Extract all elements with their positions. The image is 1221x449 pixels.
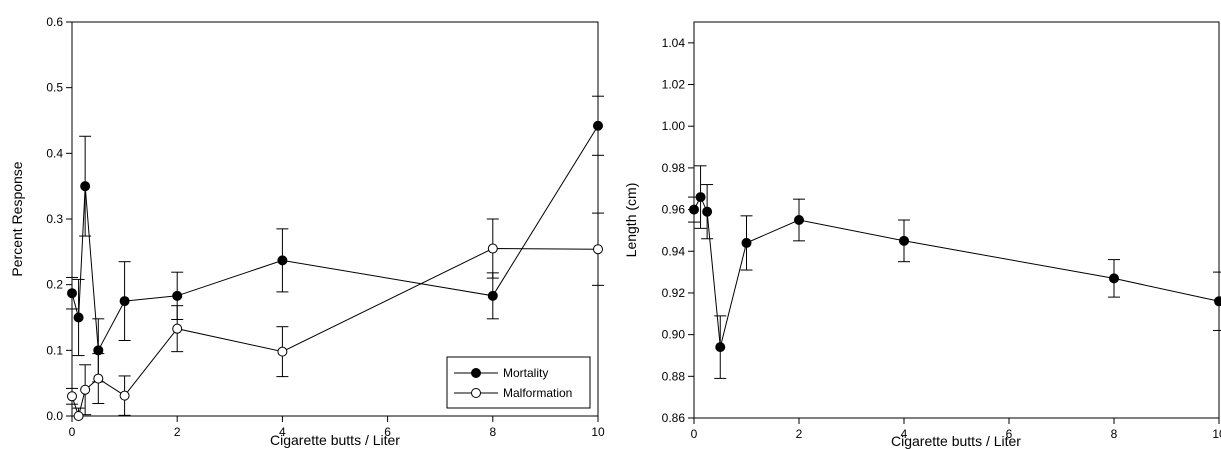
x-tick-label: 8: [1111, 427, 1118, 441]
point-mortality: [593, 120, 603, 131]
x-tick-label: 10: [1212, 427, 1221, 441]
x-tick-label: 0: [69, 425, 76, 439]
legend-label-mortality: Mortality: [503, 366, 548, 380]
x-tick-label: 6: [384, 425, 391, 439]
y-tick-label: 0.5: [46, 81, 63, 95]
legend-marker-mortality: [471, 368, 481, 378]
point-mortality: [172, 290, 183, 301]
series-line-mortality: [71, 125, 599, 353]
point-series-0: [741, 237, 752, 248]
legend-label-malformation: Malformation: [503, 386, 572, 400]
x-tick-label: 4: [279, 425, 286, 439]
point-series-0: [1109, 273, 1119, 284]
y-tick-label: 1.04: [662, 36, 686, 50]
legend-marker-malformation: [471, 388, 481, 398]
x-tick-label: 4: [901, 427, 908, 441]
point-malformation: [80, 384, 91, 395]
y-tick-label: 0.1: [46, 343, 63, 357]
y-axis-title: Length (cm): [623, 183, 639, 258]
x-tick-label: 2: [174, 425, 181, 439]
x-axis: 0 2 4 6 8 10: [691, 418, 1221, 441]
point-mortality: [73, 312, 84, 323]
point-mortality: [93, 345, 104, 356]
point-malformation: [487, 243, 498, 254]
x-tick-label: 0: [691, 427, 698, 441]
mortality-malformation-chart: 0.0 0.1 0.2 0.3 0.4 0.5 0.6 0 2 4 6 8 10 Cigarette …: [9, 15, 605, 448]
point-mortality: [119, 296, 130, 307]
y-tick-label: 0.4: [46, 146, 63, 160]
point-series-0: [794, 215, 804, 225]
y-tick-label: 1.00: [662, 119, 686, 133]
point-series-0: [689, 204, 699, 215]
point-malformation: [593, 244, 603, 255]
y-tick-label: 0.94: [662, 244, 686, 258]
point-malformation: [172, 323, 183, 334]
y-tick-label: 0.96: [662, 203, 686, 217]
y-tick-label: 0.88: [662, 369, 686, 383]
series-lines: [693, 195, 1220, 348]
point-series-0: [695, 192, 706, 203]
y-axis: 0.86 0.88 0.90 0.92 0.94 0.96 0.98 1.00 1.02 1.04: [662, 36, 694, 425]
point-malformation: [119, 390, 130, 401]
x-tick-label: 10: [591, 425, 605, 439]
point-series-0: [899, 235, 909, 246]
length-chart: 0.86 0.88 0.90 0.92 0.94 0.96 0.98 1.00 1.02 1.04…: [623, 21, 1221, 449]
y-axis-title: Percent Response: [9, 161, 25, 276]
point-mortality: [487, 290, 498, 301]
y-tick-label: 0.3: [46, 212, 63, 226]
point-malformation: [67, 391, 77, 402]
y-tick-label: 0.6: [46, 15, 63, 29]
point-malformation: [277, 346, 288, 357]
y-axis: 0.0 0.1 0.2 0.3 0.4 0.5 0.6: [46, 15, 72, 423]
data-points: [689, 192, 1221, 353]
point-series-0: [1214, 296, 1221, 307]
point-mortality: [80, 181, 91, 192]
error-bars: [688, 165, 1221, 379]
y-tick-label: 0.86: [662, 411, 686, 425]
point-malformation: [73, 411, 84, 421]
y-tick-label: 0.0: [46, 409, 63, 423]
point-series-0: [715, 342, 726, 353]
legend: Mortality Malformation: [446, 356, 591, 409]
point-mortality: [67, 288, 77, 299]
y-tick-label: 0.98: [662, 161, 686, 175]
point-mortality: [277, 255, 288, 266]
point-series-0: [702, 206, 713, 217]
y-tick-label: 0.92: [662, 286, 686, 300]
x-tick-label: 6: [1006, 427, 1013, 441]
legend-box: [446, 356, 591, 409]
y-tick-label: 1.02: [662, 78, 686, 92]
point-malformation: [93, 373, 104, 384]
x-axis: 0 2 4 6 8 10: [69, 416, 605, 439]
series-line-series-0: [693, 195, 1220, 348]
x-axis-title: Cigarette butts / Liter: [891, 433, 1021, 449]
data-points: [67, 120, 603, 421]
x-tick-label: 8: [489, 425, 496, 439]
y-tick-label: 0.90: [662, 328, 686, 342]
plot-frame: [693, 21, 1220, 419]
x-tick-label: 2: [796, 427, 803, 441]
y-tick-label: 0.2: [46, 278, 63, 292]
x-axis-title: Cigarette butts / Liter: [270, 432, 400, 448]
